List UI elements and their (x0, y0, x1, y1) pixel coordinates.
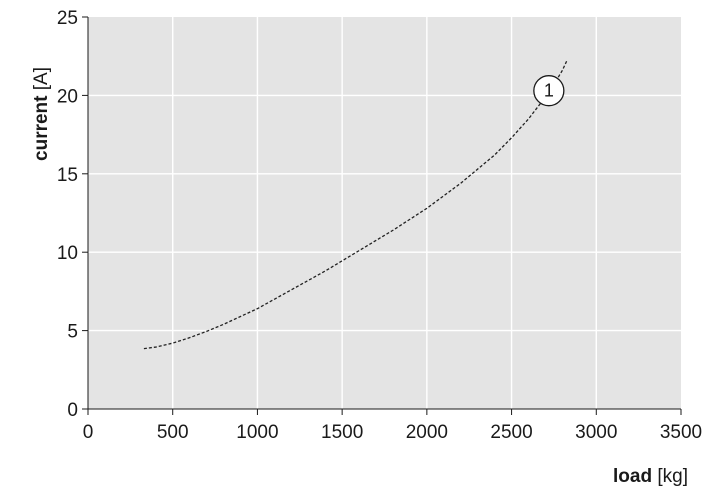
y-tick-labels: 0 5 10 15 20 25 (57, 8, 78, 421)
y-tick-label: 0 (67, 400, 78, 421)
x-tick-label: 2500 (490, 422, 532, 443)
callout-label: 1 (544, 81, 554, 101)
x-tick-label: 1500 (321, 422, 363, 443)
x-tick-label: 3500 (660, 422, 702, 443)
series-line (143, 59, 569, 350)
x-tick-label: 500 (157, 422, 189, 443)
x-axis-unit: [kg] (657, 466, 688, 487)
y-tick-label: 5 (67, 322, 78, 343)
x-axis-name: load (613, 466, 652, 487)
grid (88, 17, 681, 409)
y-axis-unit: [A] (31, 67, 52, 90)
axes (82, 16, 682, 415)
x-tick-label: 0 (83, 422, 94, 443)
x-tick-label: 2000 (406, 422, 448, 443)
callout-circle (533, 75, 565, 107)
plot-area (88, 17, 681, 409)
y-tick-label: 15 (57, 165, 78, 186)
x-tick-label: 3000 (575, 422, 617, 443)
y-tick-label: 20 (57, 86, 78, 107)
x-tick-labels: 0 500 1000 1500 2000 2500 3000 3500 (83, 422, 702, 443)
annotations: 1 (533, 75, 565, 107)
x-tick-label: 1000 (236, 422, 278, 443)
y-tick-label: 10 (57, 243, 78, 264)
y-axis-title: current [A] (31, 67, 52, 161)
y-tick-label: 25 (57, 8, 78, 29)
y-axis-name: current (31, 95, 52, 161)
x-axis-title: load [kg] (613, 466, 688, 487)
